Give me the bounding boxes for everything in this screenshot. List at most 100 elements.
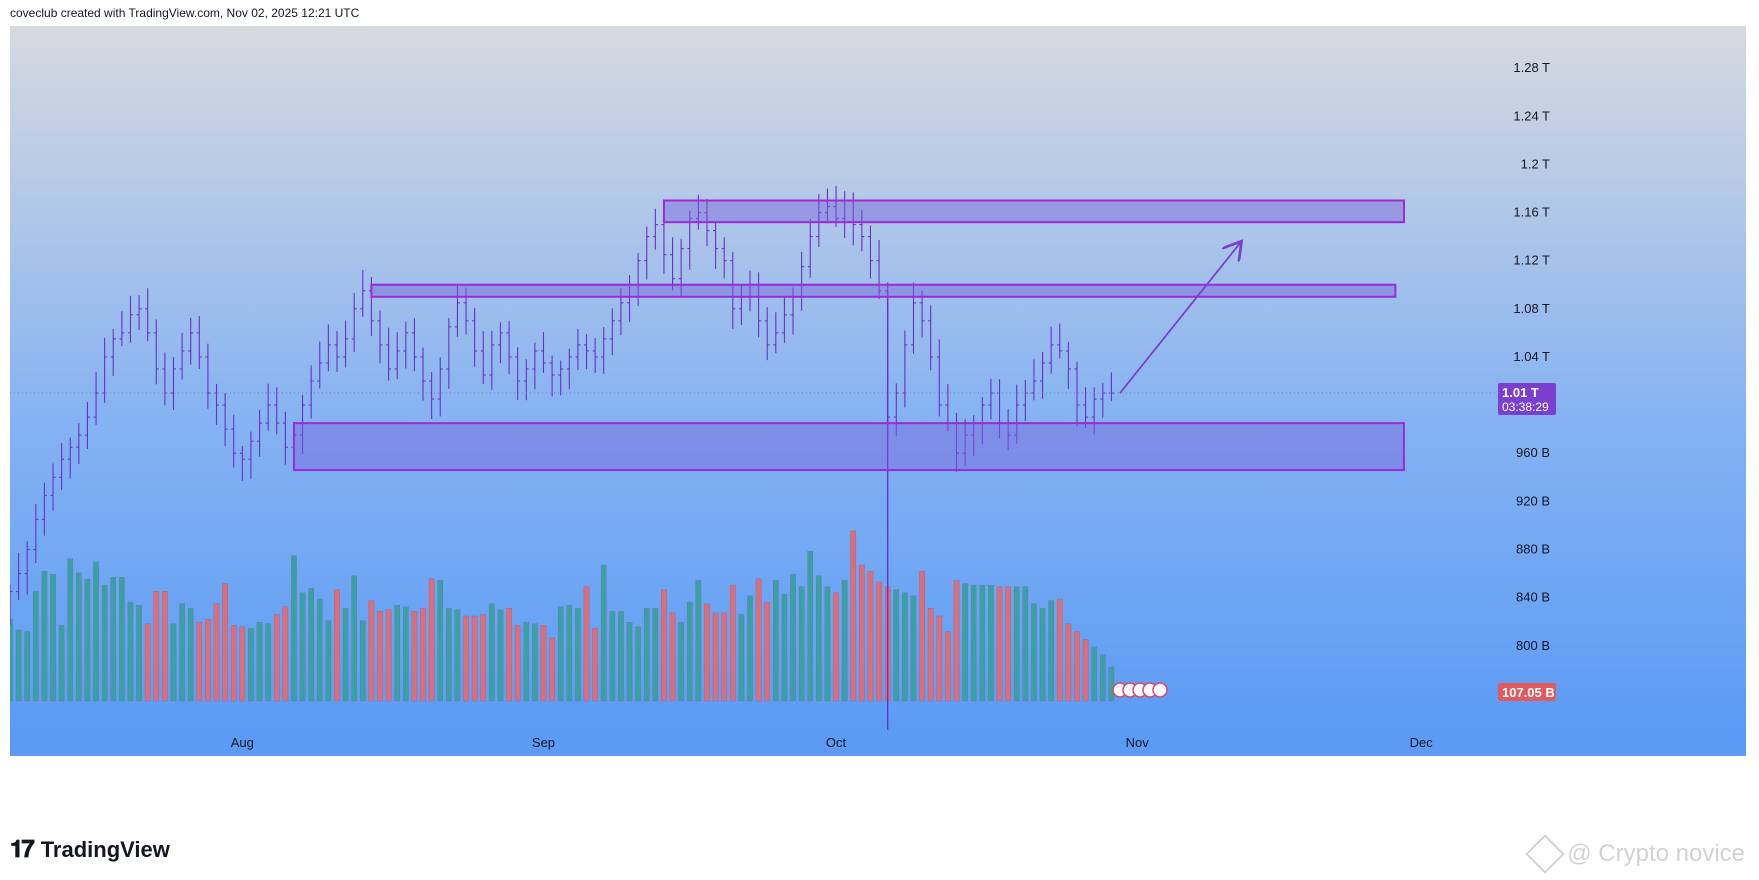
volume-bar (144, 623, 151, 702)
volume-bar (368, 600, 375, 702)
volume-bar (686, 601, 693, 702)
volume-bar (523, 621, 530, 702)
volume-bar (119, 577, 125, 702)
volume-bar (643, 608, 650, 702)
volume-bar (575, 608, 581, 702)
volume-bar (773, 580, 779, 702)
volume-bar (179, 603, 185, 702)
volume-bar (927, 608, 934, 702)
volume-bar (635, 626, 641, 702)
zone-support[interactable] (292, 422, 1405, 472)
volume-bar (876, 581, 882, 702)
event-flag-icon[interactable] (1152, 682, 1168, 698)
volume-bar (1082, 638, 1089, 702)
current-price-value: 1.01 T (1502, 385, 1539, 400)
volume-bar (902, 592, 908, 702)
volume-bar (833, 592, 839, 702)
volume-bar (841, 580, 848, 702)
volume-bar (695, 580, 702, 702)
volume-badge[interactable]: 107.05 B (1498, 683, 1556, 701)
volume-bar (437, 580, 444, 702)
price-tick-label: 1.28 T (1513, 60, 1550, 75)
volume-bar (170, 623, 177, 702)
volume-bar (583, 586, 590, 702)
volume-bar (187, 608, 194, 702)
volume-bar (945, 631, 951, 702)
zone-resistance-high[interactable] (662, 199, 1405, 224)
volume-bar (1099, 654, 1106, 702)
volume-bar (24, 631, 31, 702)
volume-bar (652, 608, 659, 702)
volume-bar (1056, 598, 1063, 702)
volume-bar (110, 577, 117, 702)
volume-bar (93, 561, 99, 702)
volume-bar (669, 612, 676, 702)
volume-bar (403, 606, 409, 702)
price-tick-label: 1.04 T (1513, 349, 1550, 364)
volume-bar (359, 620, 366, 702)
watermark: @ Crypto novice (1525, 834, 1745, 874)
volume-bar (712, 612, 719, 702)
volume-bar (1005, 586, 1011, 702)
axes: 1.28 T 1.24 T 1.2 T 1.16 T 1.12 T 1.08 T 1.04 … (10, 26, 1746, 756)
volume-bar (41, 570, 48, 702)
volume-bar (248, 628, 254, 702)
volume-bar (910, 595, 917, 702)
volume-bar (678, 621, 684, 702)
price-tick-label: 1.12 T (1513, 253, 1550, 268)
volume-bar (532, 623, 538, 702)
price-candles (10, 185, 1114, 743)
volume-bar (953, 580, 960, 702)
chart-area[interactable]: 1.28 T 1.24 T 1.2 T 1.16 T 1.12 T 1.08 T 1.04 … (10, 26, 1746, 818)
price-tick-label: 1.16 T (1513, 205, 1550, 220)
price-tick-label: 880 B (1516, 541, 1550, 556)
volume-bar (273, 614, 280, 702)
volume-bar (721, 612, 727, 702)
volume-bar (196, 621, 203, 702)
volume-bar (299, 592, 306, 702)
volume-bar (136, 604, 142, 702)
volume-bar (738, 614, 745, 702)
volume-bar (480, 614, 487, 702)
time-tick-label: Nov (1126, 735, 1150, 750)
volume-bar (661, 589, 667, 702)
volume-bar (790, 574, 796, 702)
volume-bar (704, 603, 710, 702)
volume-bar (506, 608, 512, 702)
volume-bar (33, 591, 39, 702)
volume-bar (893, 589, 900, 702)
volume-bar (592, 628, 598, 702)
volume-bar (1074, 631, 1080, 702)
volume-bar (566, 604, 573, 702)
volume-bar (1048, 600, 1054, 702)
volume-bar (84, 578, 91, 702)
price-chart[interactable]: 1.28 T 1.24 T 1.2 T 1.16 T 1.12 T 1.08 T 1.04 … (10, 26, 1746, 818)
volume-bar (127, 601, 134, 702)
volume-bar (334, 589, 340, 702)
volume-bar (729, 584, 736, 702)
chart-attribution: coveclub created with TradingView.com, N… (10, 6, 360, 20)
price-tick-label: 960 B (1516, 445, 1550, 460)
volume-bar (377, 611, 383, 702)
volume-bar (239, 626, 246, 702)
volume-bar (222, 583, 228, 702)
volume-bar (919, 570, 925, 702)
volume-bar (816, 575, 822, 702)
zone-resistance-mid[interactable] (370, 283, 1397, 298)
volume-bar (807, 550, 814, 702)
volume-bar (970, 584, 977, 702)
price-tick-label: 1.08 T (1513, 301, 1550, 316)
tradingview-logo[interactable]: 𝟏𝟕 TradingView (10, 836, 170, 864)
volume-bar (428, 578, 435, 702)
volume-bar (291, 555, 297, 702)
volume-bar (781, 594, 788, 702)
zone-boxes[interactable] (292, 199, 1405, 472)
price-axis-band (1496, 26, 1746, 730)
current-price-badge[interactable]: 1.01 T03:38:29 (1498, 383, 1556, 416)
volume-bar (489, 603, 495, 702)
volume-bar (420, 608, 426, 702)
volume-bar (1091, 646, 1097, 702)
volume-bar (859, 564, 865, 702)
time-tick-label: Aug (231, 735, 254, 750)
volume-bar (411, 611, 418, 702)
